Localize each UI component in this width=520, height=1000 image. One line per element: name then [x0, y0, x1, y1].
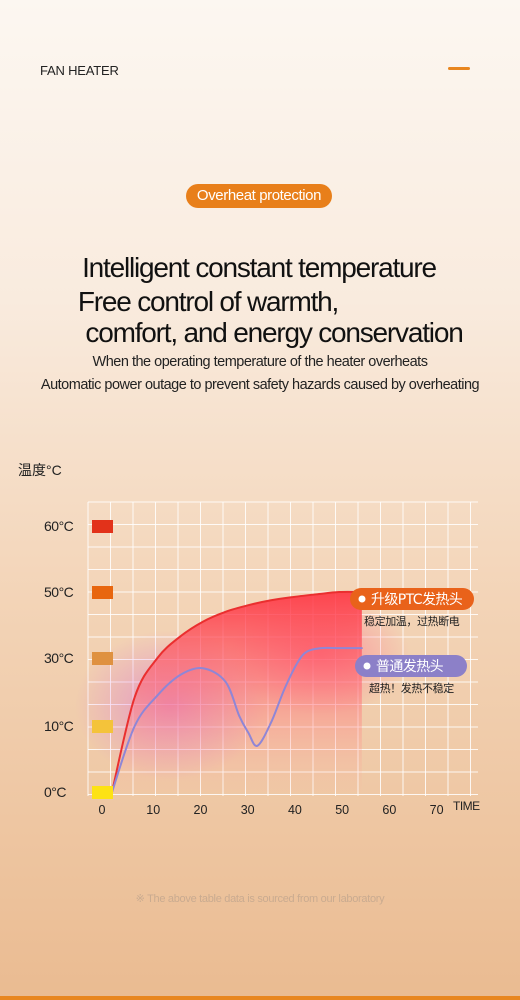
legend-name: 升级PTC发热头	[371, 592, 463, 608]
series-area-0	[112, 591, 362, 792]
x-tick-label: 10	[146, 803, 160, 817]
series-line-0	[111, 590, 363, 793]
overheat-badge: Overheat protection	[186, 184, 332, 208]
x-tick-label: 50	[335, 803, 349, 817]
bottom-bar	[0, 996, 520, 1000]
chart-y-axis-label: 温度°C	[18, 462, 62, 478]
menu-dash-icon[interactable]	[448, 67, 470, 70]
temperature-chart: 0°C 10°C 30°C 50°C 60°C 0 10 20 30 40 50 60 70 TIME 升…	[44, 501, 481, 817]
x-tick-label: 60	[382, 803, 396, 817]
footnote: ※ The above table data is sourced from o…	[135, 893, 385, 905]
x-tick-label: 0	[99, 803, 106, 817]
x-tick-label: 40	[288, 803, 302, 817]
y-tick-label: 30°C	[44, 650, 74, 666]
headline-line-2: Free control of warmth,	[77, 286, 339, 317]
y-tick-label: 0°C	[44, 784, 66, 800]
legend-pill	[355, 655, 467, 677]
subtext-line-1: When the operating temperature of the he…	[92, 354, 428, 370]
y-tick-swatch	[92, 586, 113, 599]
x-tick-label: 20	[194, 803, 208, 817]
series-line-1	[111, 646, 363, 793]
legend-pill	[350, 588, 474, 610]
y-tick-swatch	[92, 652, 113, 665]
legend-note: 稳定加温，过热断电	[364, 614, 460, 628]
headline-line-3: comfort, and energy conservation	[85, 317, 463, 348]
brand-title: FAN HEATER	[40, 63, 119, 78]
headline-line-1: Intelligent constant temperature	[82, 252, 437, 283]
y-tick-label: 60°C	[44, 518, 74, 534]
y-tick-label: 10°C	[44, 718, 74, 734]
y-tick-swatch	[92, 720, 113, 733]
x-tick-label: 70	[430, 803, 444, 817]
x-axis-label: TIME	[453, 799, 480, 813]
legend-name: 普通发热头	[376, 659, 444, 675]
legend-dot	[358, 595, 366, 603]
y-tick-label: 50°C	[44, 584, 74, 600]
legend-dot	[363, 662, 371, 670]
legend-note: 超热！发热不稳定	[369, 681, 454, 695]
subtext-line-2: Automatic power outage to prevent safety…	[40, 377, 480, 393]
y-tick-swatch	[92, 520, 113, 533]
y-tick-swatch	[92, 786, 113, 799]
x-tick-label: 30	[241, 803, 255, 817]
